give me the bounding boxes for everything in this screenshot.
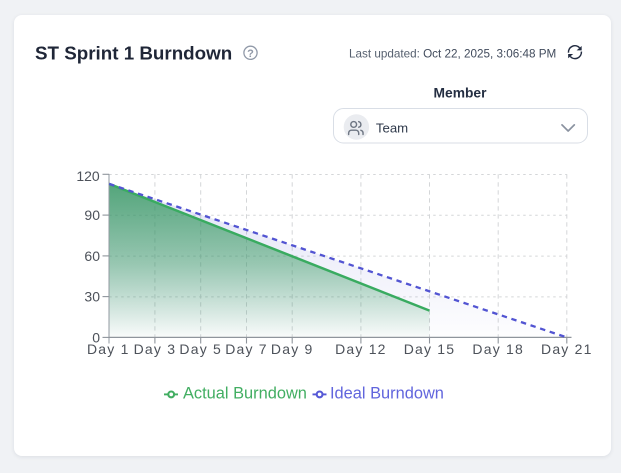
svg-text:Day 3: Day 3	[134, 341, 177, 357]
svg-text:Day 5: Day 5	[179, 341, 222, 357]
svg-text:?: ?	[247, 48, 254, 60]
svg-text:Day 15: Day 15	[404, 341, 456, 357]
svg-text:Day 9: Day 9	[271, 341, 314, 357]
svg-text:120: 120	[76, 168, 100, 184]
svg-text:Team: Team	[376, 121, 408, 136]
svg-text:Member: Member	[434, 85, 488, 100]
svg-text:ST Sprint 1 Burndown: ST Sprint 1 Burndown	[35, 42, 232, 63]
svg-text:Last updated: Oct 22, 2025, 3:: Last updated: Oct 22, 2025, 3:06:48 PM	[349, 48, 556, 61]
svg-text:Day 12: Day 12	[335, 341, 387, 357]
svg-text:30: 30	[84, 289, 100, 305]
svg-text:Day 21: Day 21	[541, 341, 593, 357]
svg-text:Ideal Burndown: Ideal Burndown	[330, 384, 444, 402]
svg-text:Day 18: Day 18	[472, 341, 524, 357]
svg-text:Actual Burndown: Actual Burndown	[183, 384, 307, 402]
svg-text:Day 7: Day 7	[225, 341, 268, 357]
svg-text:0: 0	[92, 329, 100, 345]
svg-text:Day 1: Day 1	[87, 341, 130, 357]
svg-text:60: 60	[84, 248, 100, 264]
svg-text:90: 90	[84, 207, 100, 223]
